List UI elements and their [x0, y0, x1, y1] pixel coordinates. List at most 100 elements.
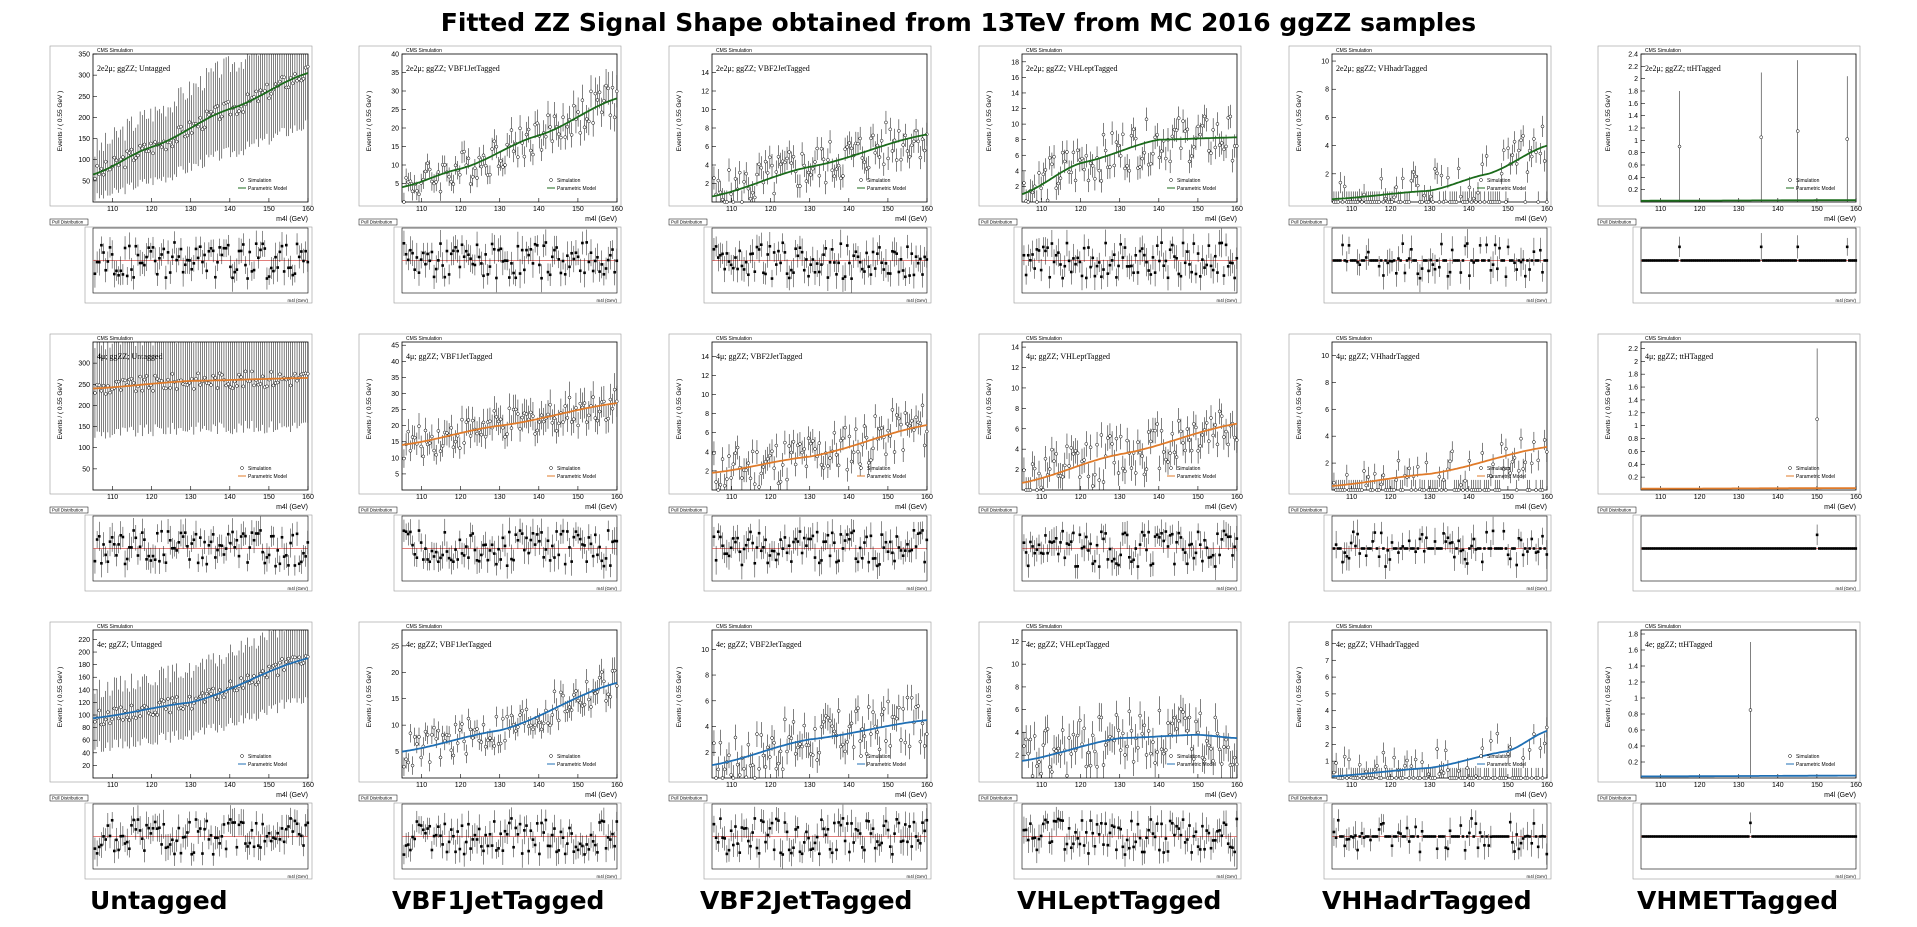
pull-point — [150, 559, 153, 562]
pull-point — [1231, 262, 1234, 265]
pull-point — [279, 251, 282, 254]
data-point — [611, 407, 614, 410]
data-point — [863, 425, 866, 428]
y-tick-label: 220 — [78, 637, 90, 644]
pull-point — [1160, 241, 1163, 244]
x-tick-label: 110 — [107, 206, 118, 213]
pull-point — [564, 273, 567, 276]
pull-point — [109, 540, 112, 543]
pull-point — [1453, 556, 1456, 559]
data-point — [152, 389, 155, 392]
pull-point — [514, 533, 517, 536]
pull-point — [857, 561, 860, 564]
pull-point — [1175, 257, 1178, 260]
pull-point — [107, 260, 110, 263]
pull-point — [201, 557, 204, 560]
data-point — [1201, 124, 1204, 127]
data-point — [143, 143, 146, 146]
pull-point — [837, 560, 840, 563]
pull-point — [1401, 242, 1404, 245]
pull-point — [603, 565, 606, 568]
pull-point — [1096, 265, 1099, 268]
pull-point — [104, 269, 107, 272]
data-point — [553, 115, 556, 118]
data-point — [1393, 196, 1396, 199]
pull-x-label: m4l (GeV) — [287, 586, 308, 591]
data-point — [192, 387, 195, 390]
pull-point — [124, 563, 127, 566]
data-point — [777, 155, 780, 158]
pull-point — [1378, 555, 1381, 558]
y-tick-label: 6 — [705, 430, 709, 437]
data-point — [272, 384, 275, 387]
data-point — [835, 453, 838, 456]
pull-point — [603, 273, 606, 276]
data-point — [564, 136, 567, 139]
pull-point — [1087, 246, 1090, 249]
pull-point — [910, 252, 913, 255]
pull-point — [1365, 554, 1368, 557]
pull-point — [1425, 536, 1428, 539]
pull-point — [1350, 542, 1353, 545]
data-point — [921, 138, 924, 141]
data-point — [1055, 187, 1058, 190]
data-point — [1455, 201, 1458, 204]
data-point — [1401, 489, 1404, 492]
pull-point — [913, 274, 916, 277]
data-point — [488, 420, 491, 423]
pull-point — [1076, 565, 1079, 568]
data-point — [715, 481, 718, 484]
data-point — [1063, 160, 1066, 163]
x-tick-label: 150 — [1192, 206, 1204, 213]
x-tick-label: 120 — [1694, 494, 1706, 501]
data-point — [469, 434, 472, 437]
pull-point — [842, 547, 845, 550]
pull-point — [542, 244, 545, 247]
pull-point — [104, 554, 107, 557]
data-point — [803, 448, 806, 451]
data-point — [859, 137, 862, 140]
data-point — [880, 139, 883, 142]
data-point — [175, 140, 178, 143]
x-tick-label: 140 — [843, 494, 855, 501]
y-tick-label: 50 — [82, 466, 90, 473]
pull-point — [777, 553, 780, 556]
pull-point — [298, 256, 301, 259]
data-point — [98, 709, 101, 712]
data-point — [850, 460, 853, 463]
pull-point — [1227, 265, 1230, 268]
pull-point — [781, 241, 784, 244]
x-tick-label: 140 — [1153, 206, 1165, 213]
data-point — [296, 379, 299, 382]
y-tick-label: 140 — [78, 687, 90, 694]
pull-point — [1085, 536, 1088, 539]
pull-point — [428, 260, 431, 263]
x-tick-label: 160 — [1850, 206, 1862, 213]
data-point — [895, 159, 898, 162]
data-point — [152, 713, 155, 716]
data-point — [242, 111, 245, 114]
pull-point — [1483, 547, 1486, 550]
x-tick-label: 160 — [1850, 494, 1862, 501]
data-point — [1468, 186, 1471, 189]
pull-point — [126, 275, 129, 278]
pull-point — [713, 248, 716, 251]
data-point — [536, 122, 539, 125]
legend-sim-marker — [1480, 179, 1483, 182]
pull-x-label: m4l (GeV) — [1216, 298, 1237, 303]
data-point — [246, 674, 249, 677]
pull-point — [831, 532, 834, 535]
pull-point — [223, 553, 226, 556]
data-point — [1171, 432, 1174, 435]
data-point — [1169, 160, 1172, 163]
y-tick-label: 14 — [701, 354, 709, 361]
pull-point — [745, 544, 748, 547]
pull-point — [268, 554, 271, 557]
pull-point — [1468, 274, 1471, 277]
x-axis-label: m4l (GeV) — [276, 216, 308, 223]
pull-point — [910, 549, 913, 552]
pull-point — [1216, 532, 1219, 535]
x-tick-label: 140 — [1463, 206, 1475, 213]
